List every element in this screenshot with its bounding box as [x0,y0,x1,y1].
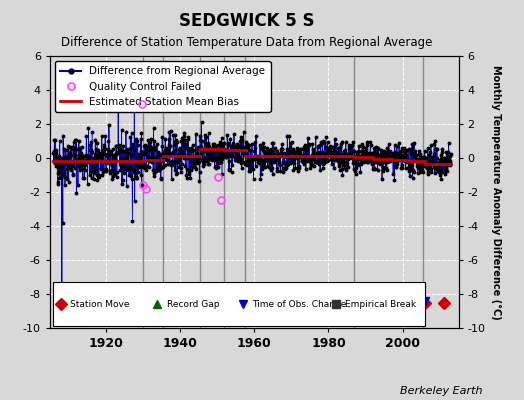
Legend: Difference from Regional Average, Quality Control Failed, Estimated Station Mean: Difference from Regional Average, Qualit… [55,61,270,112]
Text: SEDGWICK 5 S: SEDGWICK 5 S [179,12,314,30]
Text: Record Gap: Record Gap [167,300,219,309]
Text: Station Move: Station Move [70,300,130,309]
Text: Berkeley Earth: Berkeley Earth [400,386,482,396]
FancyBboxPatch shape [53,282,425,326]
Text: Empirical Break: Empirical Break [345,300,416,309]
Text: Difference of Station Temperature Data from Regional Average: Difference of Station Temperature Data f… [61,36,432,49]
Y-axis label: Monthly Temperature Anomaly Difference (°C): Monthly Temperature Anomaly Difference (… [491,65,501,319]
Text: Time of Obs. Change: Time of Obs. Change [252,300,346,309]
